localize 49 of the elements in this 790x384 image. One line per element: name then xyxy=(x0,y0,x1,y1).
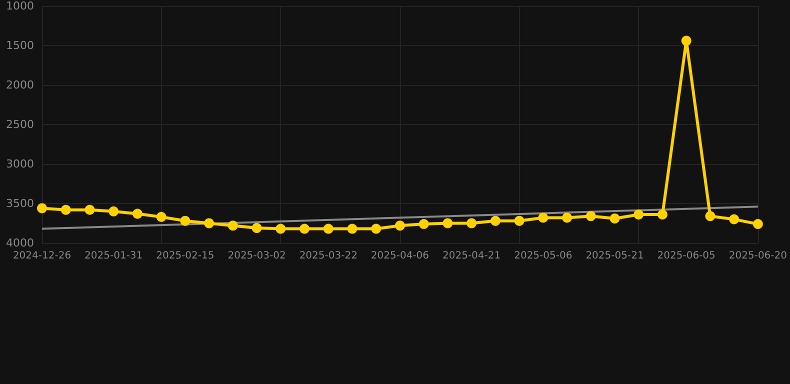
point xyxy=(752,219,763,230)
point xyxy=(180,216,190,226)
point xyxy=(60,204,71,215)
point xyxy=(466,218,477,228)
point xyxy=(657,210,668,220)
point xyxy=(252,222,262,233)
point xyxy=(562,212,572,223)
x-tick-label: 2025-05-06 xyxy=(514,250,572,262)
point xyxy=(204,218,214,228)
point xyxy=(705,211,716,222)
point xyxy=(347,224,358,234)
point xyxy=(228,220,238,231)
x-tick-label: 2025-06-20 xyxy=(728,250,788,262)
point xyxy=(300,224,310,234)
point xyxy=(156,212,166,222)
x-tick-label: 2025-03-22 xyxy=(299,250,358,262)
x-tick-label: 2025-02-15 xyxy=(156,250,214,262)
y-tick-label: 3500 xyxy=(6,197,34,210)
point xyxy=(276,224,286,234)
point xyxy=(323,224,334,234)
point xyxy=(490,216,500,226)
y-tick-label: 3000 xyxy=(6,158,34,170)
point xyxy=(681,36,692,46)
x-tick-label: 2024-12-26 xyxy=(12,250,72,262)
point xyxy=(634,210,644,220)
y-tick-label: 2000 xyxy=(6,78,34,92)
x-tick-label: 2025-06-05 xyxy=(657,250,716,262)
x-tick-label: 2025-05-21 xyxy=(586,250,644,262)
y-tick-label: 2500 xyxy=(6,118,34,131)
point xyxy=(538,212,548,223)
point xyxy=(729,214,740,224)
x-tick-label: 2025-04-06 xyxy=(370,250,430,262)
point xyxy=(418,219,429,230)
point xyxy=(586,211,596,222)
point xyxy=(442,218,453,228)
point xyxy=(84,204,95,215)
point xyxy=(132,208,142,219)
point xyxy=(37,203,47,214)
y-tick-label: 1000 xyxy=(6,0,34,12)
point xyxy=(371,224,382,234)
point xyxy=(514,216,524,226)
y-tick-label: 4000 xyxy=(6,236,34,250)
x-tick-label: 2025-03-02 xyxy=(228,250,286,262)
point xyxy=(394,220,405,231)
y-tick-label: 1500 xyxy=(6,39,34,52)
point xyxy=(610,214,620,224)
point xyxy=(108,206,119,216)
x-tick-label: 2025-04-21 xyxy=(442,250,501,262)
x-tick-label: 2025-01-31 xyxy=(84,250,143,262)
